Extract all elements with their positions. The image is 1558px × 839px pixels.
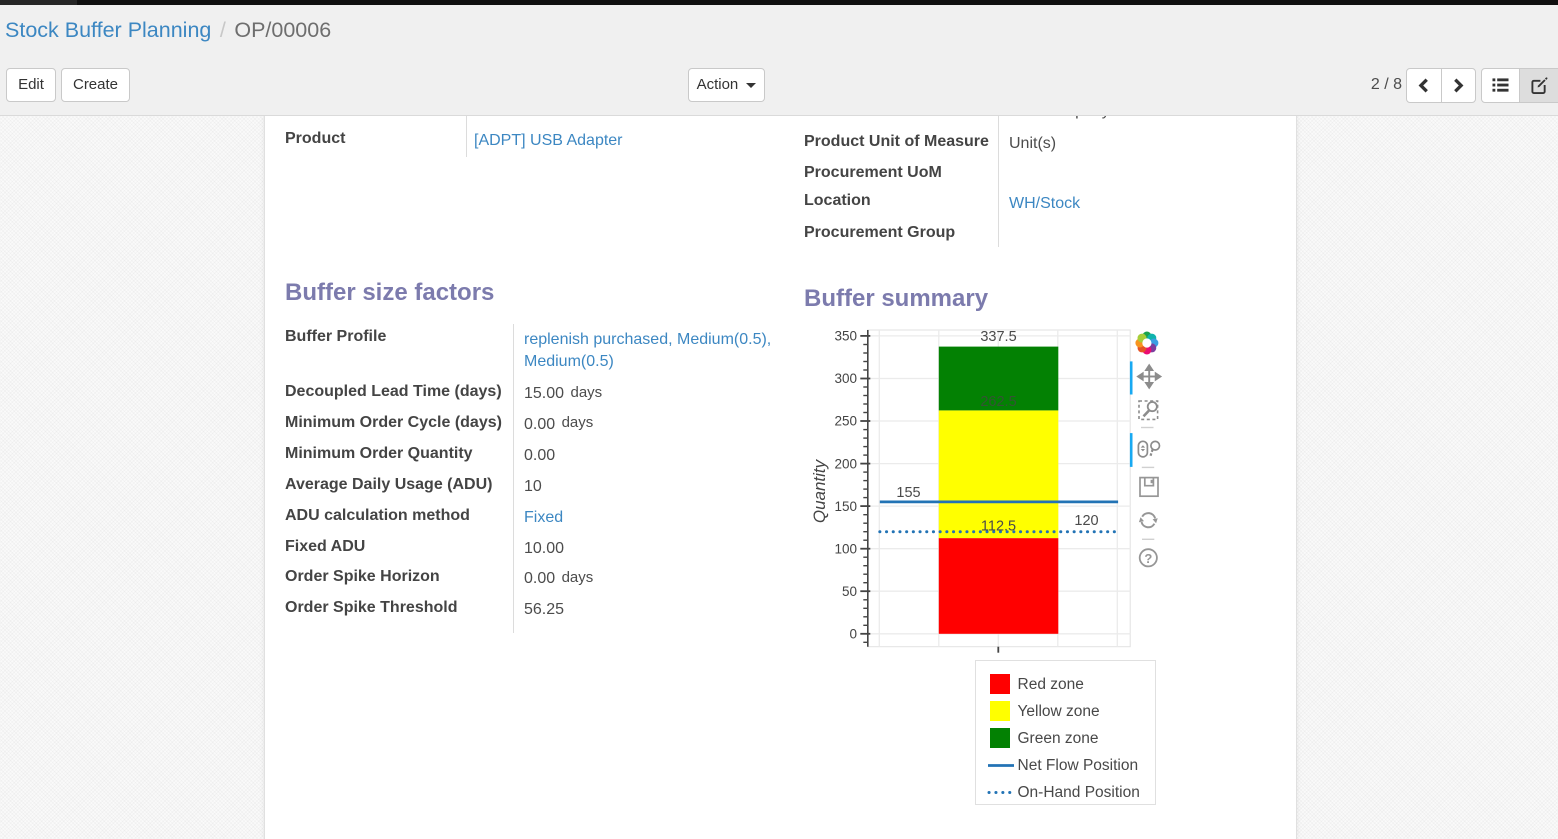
svg-text:262.5: 262.5 — [980, 394, 1016, 410]
svg-text:337.5: 337.5 — [980, 329, 1016, 345]
svg-text:155: 155 — [896, 485, 920, 501]
svg-text:200: 200 — [834, 456, 857, 471]
svg-text:Quantity: Quantity — [810, 458, 829, 523]
svg-text:0: 0 — [849, 627, 857, 642]
svg-text:250: 250 — [834, 414, 857, 429]
svg-text:150: 150 — [834, 499, 857, 514]
svg-text:100: 100 — [834, 541, 857, 556]
svg-text:50: 50 — [842, 584, 857, 599]
svg-text:?: ? — [1144, 551, 1152, 566]
svg-text:112.5: 112.5 — [981, 519, 1016, 535]
svg-text:120: 120 — [1074, 513, 1098, 529]
svg-text:300: 300 — [834, 371, 857, 386]
svg-text:350: 350 — [834, 329, 857, 344]
